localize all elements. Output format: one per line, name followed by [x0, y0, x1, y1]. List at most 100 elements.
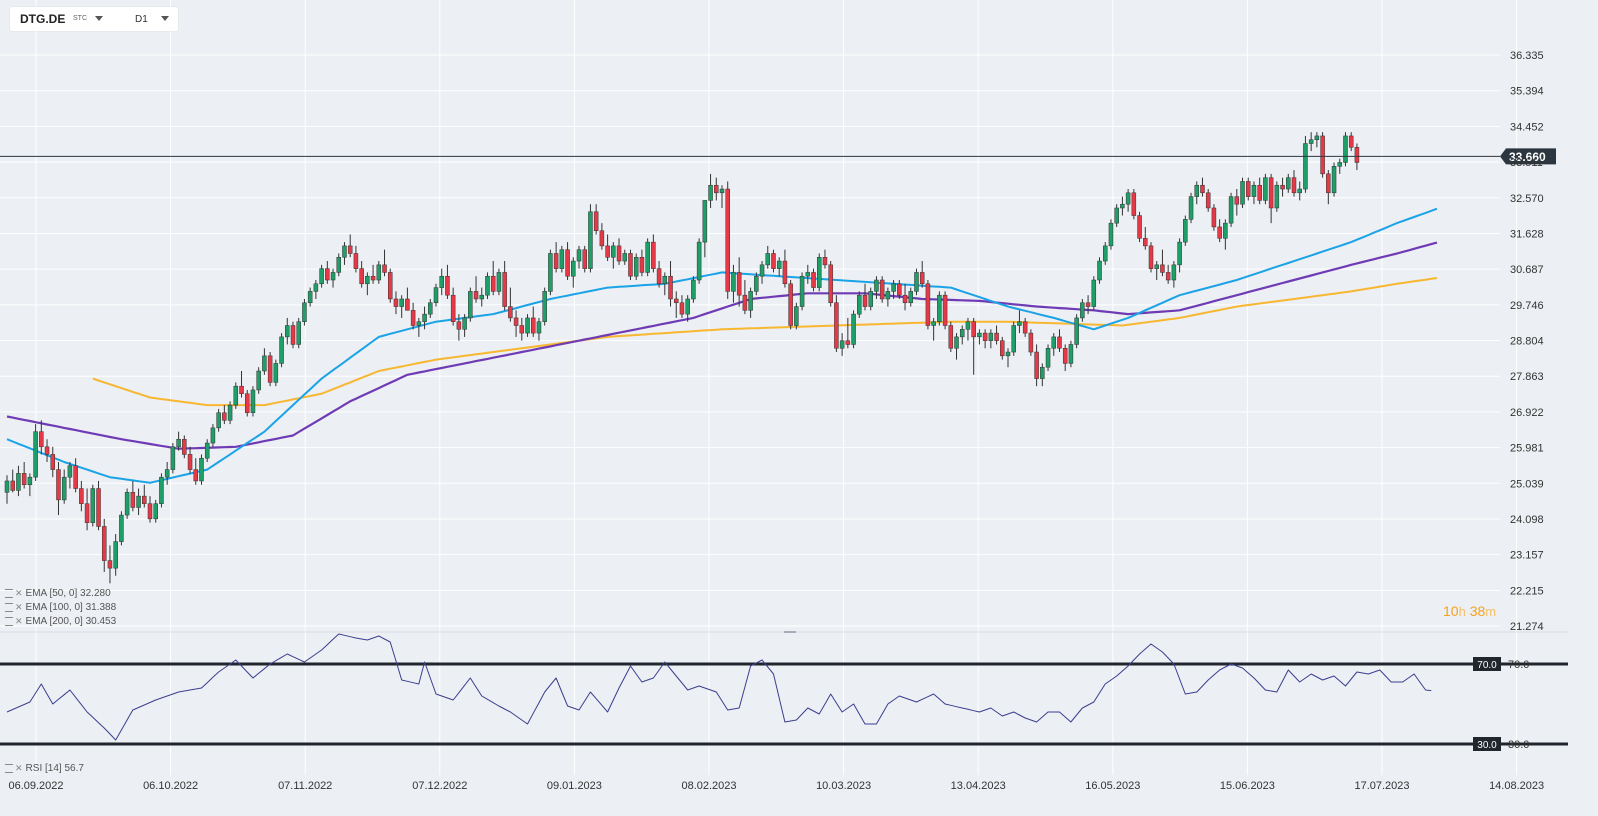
list-icon[interactable]: [5, 602, 13, 612]
candle-body: [405, 298, 410, 311]
candle-body: [502, 272, 507, 307]
candle: [445, 264, 450, 299]
candle: [685, 295, 690, 322]
candle: [656, 261, 662, 288]
candle: [502, 261, 507, 311]
candle-body: [736, 272, 742, 296]
candle-body: [839, 340, 845, 349]
candle-body: [771, 253, 776, 269]
price-tick-label: 32.570: [1510, 193, 1544, 205]
candle-body: [96, 488, 101, 527]
candle-body: [1274, 184, 1280, 209]
candle: [822, 249, 828, 269]
candle: [90, 484, 96, 527]
list-icon[interactable]: [5, 616, 13, 626]
candle: [805, 264, 811, 284]
candle-body: [1303, 143, 1308, 190]
legend-ema50[interactable]: ✕ EMA [50, 0] 32.280: [5, 588, 111, 599]
rsi-tick-label: 70.0: [1508, 659, 1529, 671]
close-icon[interactable]: ✕: [15, 588, 23, 598]
candle-body: [1177, 241, 1182, 266]
chevron-down-icon[interactable]: [161, 16, 169, 21]
candle-body: [553, 253, 559, 269]
candle-body: [142, 495, 147, 504]
symbol-selector[interactable]: DTG.DE STC D1: [10, 7, 178, 31]
grid: [0, 0, 1568, 775]
candle-body: [73, 465, 78, 489]
candle: [982, 329, 988, 349]
candle: [101, 518, 107, 572]
candle-body: [633, 257, 639, 277]
candle-body: [468, 291, 473, 319]
candle-body: [296, 321, 301, 345]
candle-body: [1160, 264, 1165, 273]
candle-body: [439, 275, 444, 288]
candle-body: [788, 283, 793, 326]
candle: [1188, 192, 1194, 224]
candle: [199, 454, 204, 485]
candle: [1337, 158, 1343, 174]
candle-body: [1165, 272, 1171, 281]
list-icon[interactable]: [5, 588, 13, 598]
candle: [542, 287, 547, 326]
candle-body: [1297, 188, 1302, 194]
close-icon[interactable]: ✕: [15, 616, 23, 626]
candle-body: [159, 476, 164, 504]
candle-body: [828, 264, 833, 304]
candle: [908, 287, 914, 307]
candle-body: [39, 431, 44, 448]
candle-body: [1223, 222, 1228, 239]
candle: [1160, 249, 1165, 277]
rsi-level-label-bg: [1473, 657, 1501, 671]
candle: [204, 439, 210, 462]
candle-body: [416, 321, 422, 326]
list-icon[interactable]: [5, 763, 13, 773]
ema50-path: [6, 207, 1438, 484]
candle-body: [937, 294, 942, 322]
legend-ema100[interactable]: ✕ EMA [100, 0] 31.388: [5, 602, 116, 613]
candle-body: [879, 279, 885, 300]
candle: [851, 310, 856, 349]
ema200-path: [92, 277, 1438, 407]
candle-body: [1291, 177, 1297, 194]
candle: [994, 325, 999, 345]
close-icon[interactable]: ✕: [15, 763, 23, 773]
legend-rsi[interactable]: ✕ RSI [14] 56.7: [5, 763, 84, 774]
candle-countdown: 10h 38m: [1443, 603, 1497, 619]
candle: [1005, 348, 1011, 368]
candle-body: [851, 313, 856, 345]
candle: [187, 446, 193, 474]
candle: [279, 333, 284, 368]
candle: [765, 245, 771, 269]
candle-body: [16, 473, 21, 491]
ema50-line: [6, 207, 1438, 484]
candle-body: [571, 260, 576, 277]
candle: [347, 234, 353, 258]
chevron-down-icon[interactable]: [95, 16, 103, 21]
candle: [839, 333, 845, 356]
candle-body: [325, 268, 330, 281]
candle-body: [1068, 344, 1074, 364]
candle: [1200, 177, 1205, 197]
candle-body: [874, 279, 879, 292]
candle-body: [656, 268, 662, 285]
candle: [164, 461, 170, 485]
candle: [662, 272, 668, 296]
legend-ema200[interactable]: ✕ EMA [200, 0] 30.453: [5, 616, 116, 627]
candle-body: [942, 294, 948, 326]
candle-body: [765, 253, 771, 266]
rsi-pane: 70.0 70.0 30.0 30.0: [0, 633, 1568, 751]
candle: [1165, 264, 1171, 284]
candle-body: [965, 321, 971, 330]
candle-body: [1257, 184, 1262, 201]
candle-body: [462, 317, 467, 330]
candle-body: [1268, 177, 1274, 209]
candle: [1251, 181, 1257, 205]
candle-body: [908, 291, 914, 304]
candle: [1154, 261, 1159, 281]
close-icon[interactable]: ✕: [15, 602, 23, 612]
price-tick-label: 25.039: [1510, 478, 1544, 490]
candle: [416, 317, 422, 337]
candle-body: [256, 370, 261, 391]
